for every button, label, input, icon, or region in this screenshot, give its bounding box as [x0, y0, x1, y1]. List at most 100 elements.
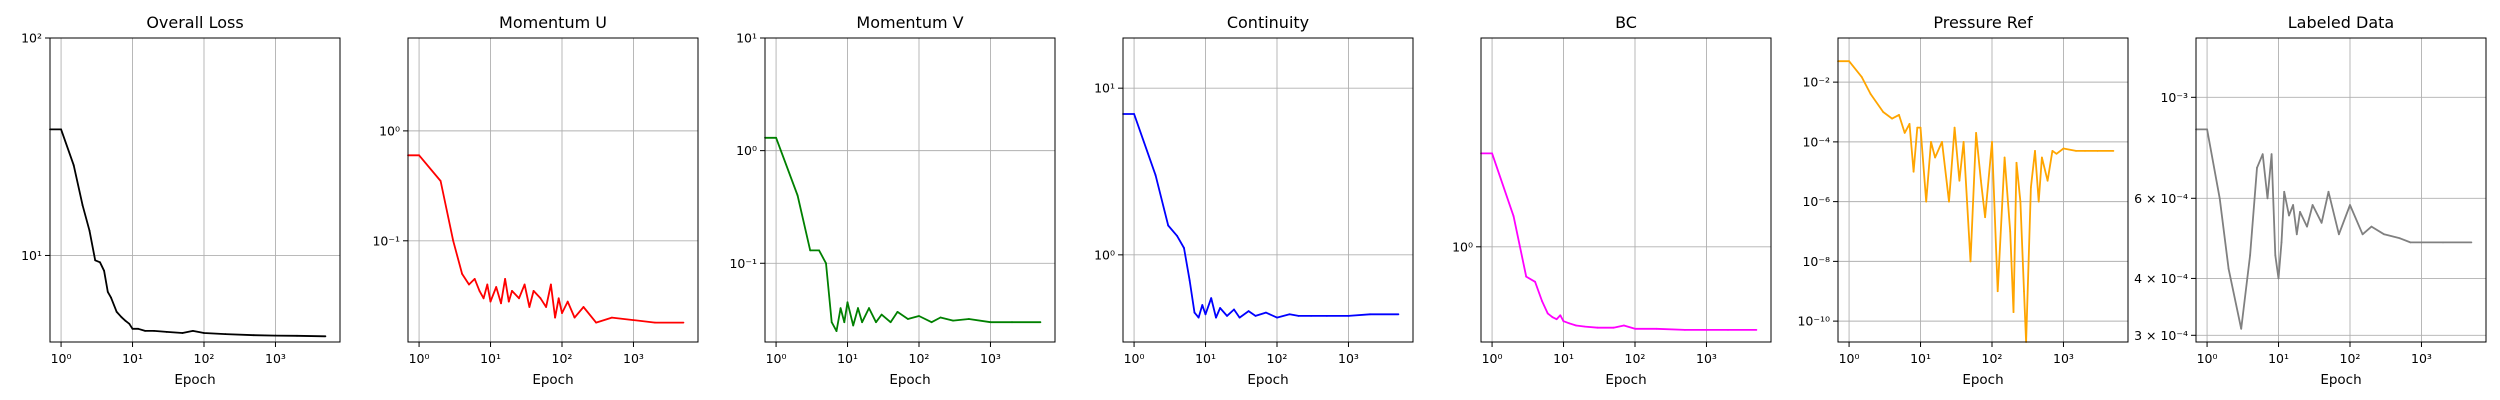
data-point	[1541, 300, 1543, 302]
data-point	[1969, 260, 1972, 263]
data-point	[1953, 126, 1956, 129]
data-point	[557, 297, 560, 300]
data-point	[120, 316, 123, 319]
axes-frame	[1480, 37, 1772, 343]
data-point	[852, 324, 855, 327]
data-point	[2206, 128, 2209, 131]
data-point	[1534, 280, 1536, 283]
x-tick-label: 10¹	[837, 351, 858, 366]
data-point	[1193, 311, 1196, 314]
y-tick-label: 3 × 10⁻⁴	[2134, 328, 2188, 343]
data-point	[274, 334, 277, 337]
data-point	[523, 283, 526, 286]
data-point	[896, 311, 899, 313]
x-tick-label: 10¹	[2268, 351, 2289, 366]
series-line	[1123, 113, 1399, 319]
data-point	[1575, 324, 1577, 327]
x-tick-label: 10²	[909, 351, 930, 366]
subplot-title: Overall Loss	[146, 13, 243, 32]
data-point	[72, 164, 75, 167]
subplot-1: 10⁰ 10¹ 10² 10³ 10¹ 10² Overall Loss Epoch	[21, 13, 341, 388]
data-point	[654, 321, 656, 324]
x-tick-label: 10²	[2340, 351, 2361, 366]
data-point	[1254, 315, 1257, 317]
data-point	[1891, 117, 1893, 120]
subplot-title: Momentum U	[499, 13, 607, 32]
data-point	[554, 316, 556, 319]
data-point	[1326, 315, 1328, 317]
data-point	[968, 318, 970, 320]
data-point	[504, 278, 506, 280]
x-tick-label: 10²	[1267, 351, 1288, 366]
data-point	[1984, 216, 1986, 219]
axes-frame	[1837, 37, 2129, 343]
data-point	[1948, 200, 1950, 203]
x-tick-label: 10¹	[122, 351, 143, 366]
data-point	[2420, 241, 2423, 244]
data-point	[1397, 313, 1400, 316]
data-point	[1919, 126, 1922, 129]
x-tick-label: 10³	[980, 351, 1001, 366]
data-point	[1612, 326, 1615, 329]
data-point	[486, 283, 489, 286]
data-point	[1288, 313, 1291, 316]
data-point	[2349, 204, 2351, 206]
data-point	[532, 290, 535, 292]
data-point	[1167, 224, 1170, 227]
data-point	[2009, 230, 2012, 233]
subplot-6: 10⁰ 10¹ 10² 10³ 10⁻¹⁰ 10⁻⁸ 10⁻⁶ 10⁻⁴ 10⁻² Pressur…	[1797, 13, 2129, 388]
data-point	[1247, 310, 1250, 312]
x-tick-label: 10³	[265, 351, 286, 366]
subplot-title: Pressure Ref	[1933, 13, 2033, 32]
data-point	[1525, 275, 1528, 278]
data-point	[2249, 254, 2252, 257]
data-point	[989, 321, 992, 324]
data-point	[1991, 141, 1993, 143]
data-point	[1491, 152, 1493, 155]
x-tick-label: 10¹	[480, 351, 501, 366]
data-point	[1755, 329, 1758, 331]
data-point	[253, 334, 255, 337]
data-point	[582, 306, 585, 308]
data-point	[1011, 321, 1013, 324]
series-line	[1481, 152, 1757, 331]
data-point	[825, 262, 827, 265]
x-axis-label: Epoch	[532, 372, 573, 388]
x-tick-label: 10²	[1982, 351, 2003, 366]
data-point	[1916, 126, 1919, 129]
data-point	[2051, 150, 2054, 152]
y-tick-label: 10⁰	[736, 143, 757, 158]
data-point	[2327, 190, 2330, 193]
data-point	[1154, 174, 1157, 177]
y-tick-label: 10⁰	[1452, 239, 1473, 254]
data-point	[539, 297, 542, 300]
data-point	[1233, 308, 1235, 311]
data-point	[137, 327, 140, 330]
x-tick-label: 10⁰	[766, 351, 787, 366]
data-point	[2218, 197, 2221, 200]
data-point	[1848, 60, 1850, 63]
data-point	[2046, 179, 2049, 182]
data-point	[1559, 314, 1562, 317]
data-point	[1925, 200, 1928, 203]
x-tick-label: 10⁰	[2197, 351, 2218, 366]
axes-frame	[1122, 37, 1414, 343]
data-point	[452, 239, 455, 242]
data-point	[203, 332, 205, 334]
data-point	[1568, 322, 1571, 325]
data-point	[88, 229, 91, 232]
data-point	[1898, 114, 1900, 116]
data-point	[478, 290, 481, 292]
data-point	[2295, 233, 2298, 236]
data-point	[1962, 141, 1965, 143]
y-tick-label: 10¹	[1094, 81, 1115, 96]
y-tick-label: 10¹	[736, 31, 757, 46]
data-point	[2274, 254, 2277, 257]
data-point	[1705, 329, 1708, 331]
data-point	[461, 273, 463, 275]
data-point	[1276, 316, 1278, 319]
data-point	[110, 296, 112, 299]
subplot-5: 10⁰ 10¹ 10² 10³ 10⁰ BC Epoch	[1452, 13, 1772, 388]
data-point	[809, 249, 812, 252]
data-point	[1297, 315, 1300, 317]
